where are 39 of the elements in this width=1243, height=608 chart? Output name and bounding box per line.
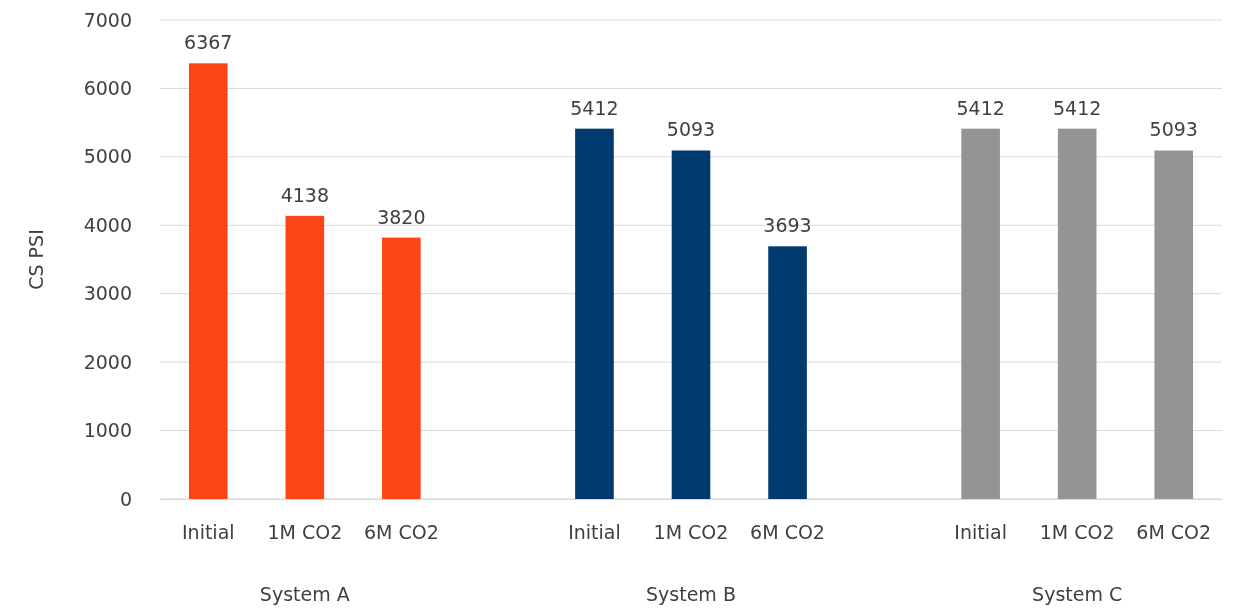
y-tick-label: 6000 xyxy=(83,77,132,100)
x-tick-label: 6M CO2 xyxy=(750,521,825,544)
y-tick-label: 0 xyxy=(119,487,132,510)
bar xyxy=(671,150,711,499)
x-tick-label: Initial xyxy=(181,521,235,544)
y-tick-label: 2000 xyxy=(83,350,132,373)
bar xyxy=(382,237,421,499)
text: System B xyxy=(646,583,736,605)
bar xyxy=(285,215,325,499)
bar xyxy=(961,128,1000,499)
bar xyxy=(1057,128,1097,499)
data-label: 3820 xyxy=(377,205,426,228)
text: System A xyxy=(259,583,350,605)
data-label: 5093 xyxy=(1149,118,1198,141)
x-tick-label: 1M CO2 xyxy=(1039,521,1115,544)
data-label: 5412 xyxy=(1053,96,1102,119)
bar xyxy=(768,246,807,499)
bar xyxy=(575,128,614,499)
x-tick-label: 1M CO2 xyxy=(653,521,729,544)
y-tick-label: 7000 xyxy=(83,8,132,31)
data-label: 6367 xyxy=(184,31,233,54)
y-tick-label: 4000 xyxy=(83,213,132,236)
data-label: 5412 xyxy=(570,96,619,119)
data-label: 3693 xyxy=(763,214,812,237)
bar xyxy=(188,63,228,499)
x-tick-label: Initial xyxy=(568,521,621,544)
y-axis-title: CS PSI xyxy=(25,229,47,290)
y-tick-label: 3000 xyxy=(83,282,132,305)
x-tick-label: Initial xyxy=(954,521,1007,544)
y-tick-label: 5000 xyxy=(83,145,132,168)
data-label: 5093 xyxy=(666,118,716,141)
x-tick-label: 6M CO2 xyxy=(363,521,439,544)
text: System C xyxy=(1032,583,1123,605)
data-label: 5412 xyxy=(956,96,1005,119)
y-tick-label: 1000 xyxy=(83,419,132,442)
x-tick-label: 6M CO2 xyxy=(1136,521,1212,544)
bar xyxy=(1154,150,1194,499)
data-label: 4138 xyxy=(280,183,329,206)
x-tick-label: 1M CO2 xyxy=(267,521,343,544)
